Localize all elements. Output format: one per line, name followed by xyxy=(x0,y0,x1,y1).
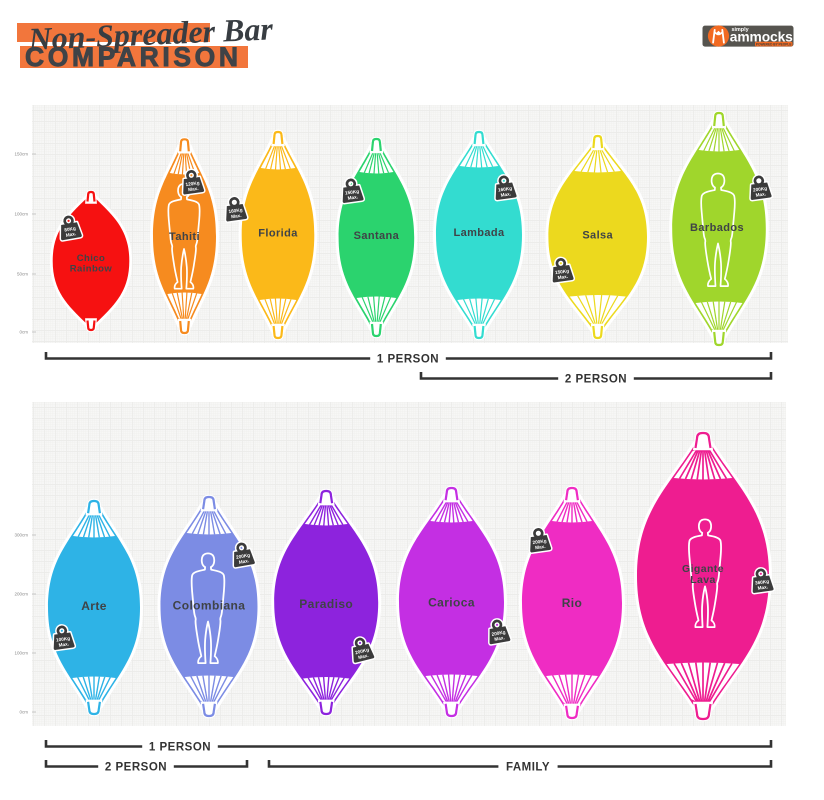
svg-text:200Kg: 200Kg xyxy=(532,538,547,545)
svg-text:Lambada: Lambada xyxy=(453,227,505,239)
svg-text:simply: simply xyxy=(732,27,749,33)
svg-text:0cm: 0cm xyxy=(19,710,28,715)
svg-text:ammocks: ammocks xyxy=(730,30,793,45)
svg-text:Colombiana: Colombiana xyxy=(173,599,246,613)
svg-text:FAMILY: FAMILY xyxy=(506,762,550,774)
svg-text:160Kg: 160Kg xyxy=(228,207,243,214)
svg-text:150Kg: 150Kg xyxy=(345,189,360,196)
svg-text:200Kg: 200Kg xyxy=(236,552,251,559)
svg-text:Max.: Max. xyxy=(757,584,768,590)
svg-text:200Kg: 200Kg xyxy=(753,186,768,193)
svg-text:Tahiti: Tahiti xyxy=(169,231,200,243)
svg-text:Max.: Max. xyxy=(535,544,546,550)
svg-text:Florida: Florida xyxy=(258,228,298,240)
svg-text:100cm: 100cm xyxy=(14,651,28,656)
svg-text:120Kg: 120Kg xyxy=(185,180,200,187)
svg-text:Salsa: Salsa xyxy=(582,230,613,242)
svg-text:150Kg: 150Kg xyxy=(555,268,570,275)
svg-text:Arte: Arte xyxy=(81,599,107,613)
svg-text:80Kg: 80Kg xyxy=(64,226,76,233)
svg-text:Max.: Max. xyxy=(557,274,568,280)
svg-text:Max.: Max. xyxy=(500,191,511,197)
svg-text:Max.: Max. xyxy=(231,213,242,219)
svg-text:Carioca: Carioca xyxy=(428,596,475,610)
svg-text:Rio: Rio xyxy=(562,596,583,610)
svg-text:150cm: 150cm xyxy=(14,152,28,157)
svg-text:0cm: 0cm xyxy=(19,330,28,335)
svg-text:Max.: Max. xyxy=(238,558,249,565)
svg-text:200Kg: 200Kg xyxy=(491,629,506,636)
svg-text:Max.: Max. xyxy=(347,194,358,200)
svg-text:Rainbow: Rainbow xyxy=(70,264,113,275)
svg-text:2 PERSON: 2 PERSON xyxy=(565,374,627,386)
svg-text:Max.: Max. xyxy=(755,191,766,197)
svg-text:Max.: Max. xyxy=(58,641,69,647)
svg-text:1 PERSON: 1 PERSON xyxy=(149,742,211,754)
svg-text:Max.: Max. xyxy=(494,635,505,642)
svg-text:160Kg: 160Kg xyxy=(498,186,513,193)
svg-text:Max.: Max. xyxy=(65,231,76,238)
svg-text:200cm: 200cm xyxy=(14,592,28,597)
svg-text:Barbados: Barbados xyxy=(690,222,744,234)
svg-text:2 PERSON: 2 PERSON xyxy=(105,762,167,774)
svg-text:Max.: Max. xyxy=(188,186,199,192)
svg-text:300cm: 300cm xyxy=(14,533,28,538)
svg-text:Max.: Max. xyxy=(358,653,369,660)
svg-text:COMPARISON: COMPARISON xyxy=(25,42,242,72)
svg-text:100Kg: 100Kg xyxy=(56,636,71,643)
svg-text:100cm: 100cm xyxy=(14,212,28,217)
svg-text:POWERED BY PEOPLE: POWERED BY PEOPLE xyxy=(756,42,792,46)
svg-text:Gigante: Gigante xyxy=(682,563,724,575)
svg-text:200Kg: 200Kg xyxy=(355,647,370,655)
svg-text:Santana: Santana xyxy=(354,230,400,242)
svg-text:Lava: Lava xyxy=(690,574,716,586)
svg-text:1 PERSON: 1 PERSON xyxy=(377,354,439,366)
svg-text:Chico: Chico xyxy=(77,253,105,264)
svg-text:360Kg: 360Kg xyxy=(755,579,770,586)
svg-text:50cm: 50cm xyxy=(17,272,28,277)
svg-text:Paradiso: Paradiso xyxy=(299,597,353,611)
